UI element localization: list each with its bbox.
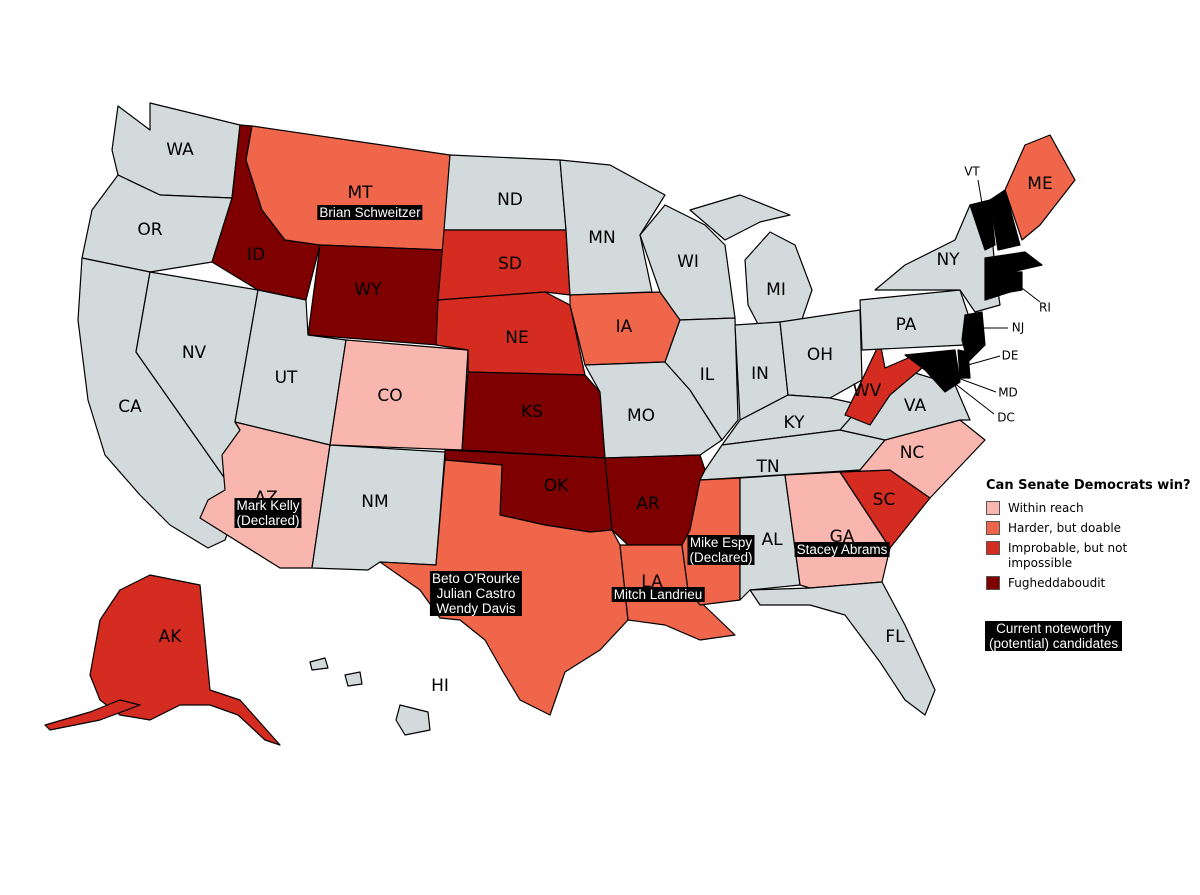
label-DC: DC [997,411,1015,425]
candidate-TX: Beto O'Rourke Julian Castro Wendy Davis [429,571,523,616]
label-NV: NV [182,343,207,363]
label-IL: IL [700,365,715,385]
state-HI-3[interactable] [395,704,431,736]
label-NH: NH [996,231,1014,245]
label-WA: WA [166,140,194,160]
label-NJ: NJ [1012,321,1025,335]
legend-swatch [986,541,1000,555]
label-DE: DE [1002,349,1019,363]
label-OH: OH [807,345,833,365]
label-WY: WY [354,280,382,300]
state-MD[interactable] [904,349,961,393]
legend-item-fugheddaboudit: Fugheddaboudit [986,576,1191,591]
state-DE[interactable] [957,349,971,379]
label-IA: IA [616,317,633,337]
label-WV: WV [853,381,882,401]
candidate-AZ: Mark Kelly (Declared) [234,498,302,528]
state-AK[interactable] [89,574,281,746]
legend-label: Harder, but doable [1008,521,1122,535]
label-SC: SC [873,490,896,510]
legend-swatch [986,576,1000,590]
state-SD[interactable] [437,229,571,301]
legend-item-harder: Harder, but doable [986,521,1191,536]
label-TN: TN [755,457,779,477]
label-PA: PA [896,315,917,335]
state-MN[interactable] [559,159,666,296]
state-AK-chain[interactable] [44,699,141,731]
label-CA: CA [118,397,142,417]
label-MI: MI [766,280,786,300]
label-MA: MA [994,258,1013,272]
candidate-GA: Stacey Abrams [794,542,890,557]
state-MA[interactable] [984,251,1043,273]
state-IL[interactable] [664,317,739,441]
label-AL: AL [761,530,783,550]
label-MD: MD [998,386,1018,400]
state-OH[interactable] [779,309,863,399]
state-MI-up[interactable] [689,194,791,241]
state-AL[interactable] [739,474,801,601]
state-ME[interactable] [1004,134,1076,241]
legend: Can Senate Democrats win? Within reach H… [986,478,1191,596]
label-KY: KY [784,413,806,433]
state-RI[interactable] [1009,271,1023,293]
candidates-note: Current noteworthy (potential) candidate… [985,621,1123,651]
candidate-LA: Mitch Landrieu [611,587,705,602]
label-MO: MO [627,406,655,426]
state-HI-2[interactable] [344,671,363,687]
label-HI: HI [431,676,449,696]
state-PA[interactable] [859,289,976,351]
candidate-MT: Brian Schweitzer [317,205,423,220]
label-NM: NM [361,492,388,512]
legend-label: Fugheddaboudit [1008,576,1106,590]
label-AK: AK [159,627,183,647]
label-CO: CO [377,386,402,406]
legend-label: Within reach [1008,501,1084,515]
label-UT: UT [275,368,298,388]
legend-title: Can Senate Democrats win? [986,478,1191,493]
state-OR[interactable] [81,174,233,273]
legend-label: Improbable, but not impossible [1008,541,1128,570]
label-IN: IN [751,364,769,384]
state-WI[interactable] [639,204,736,321]
label-NE: NE [505,328,528,348]
state-NH[interactable] [989,189,1021,251]
legend-item-improbable: Improbable, but not impossible [986,541,1191,571]
label-RI: RI [1039,301,1051,315]
state-NJ[interactable] [961,311,986,363]
label-ID: ID [247,245,265,265]
label-MT: MT [347,183,373,203]
label-WI: WI [677,252,699,272]
state-VT[interactable] [969,199,996,251]
label-NC: NC [900,443,925,463]
label-AR: AR [636,494,660,514]
candidate-MS: Mike Espy (Declared) [687,535,755,565]
legend-swatch [986,521,1000,535]
label-CT: CT [988,278,1004,292]
label-SD: SD [498,254,522,274]
state-FL[interactable] [749,581,936,716]
label-FL: FL [885,627,905,647]
label-KS: KS [521,402,543,422]
state-MI[interactable] [744,231,813,329]
label-NY: NY [936,250,960,270]
label-OR: OR [137,220,162,240]
label-MN: MN [588,228,615,248]
label-VA: VA [904,396,927,416]
label-VT: VT [964,165,980,179]
legend-item-within-reach: Within reach [986,501,1191,516]
label-OK: OK [544,476,569,496]
state-HI-1[interactable] [309,657,329,671]
legend-swatch [986,501,1000,515]
label-ND: ND [497,190,523,210]
label-ME: ME [1027,174,1052,194]
